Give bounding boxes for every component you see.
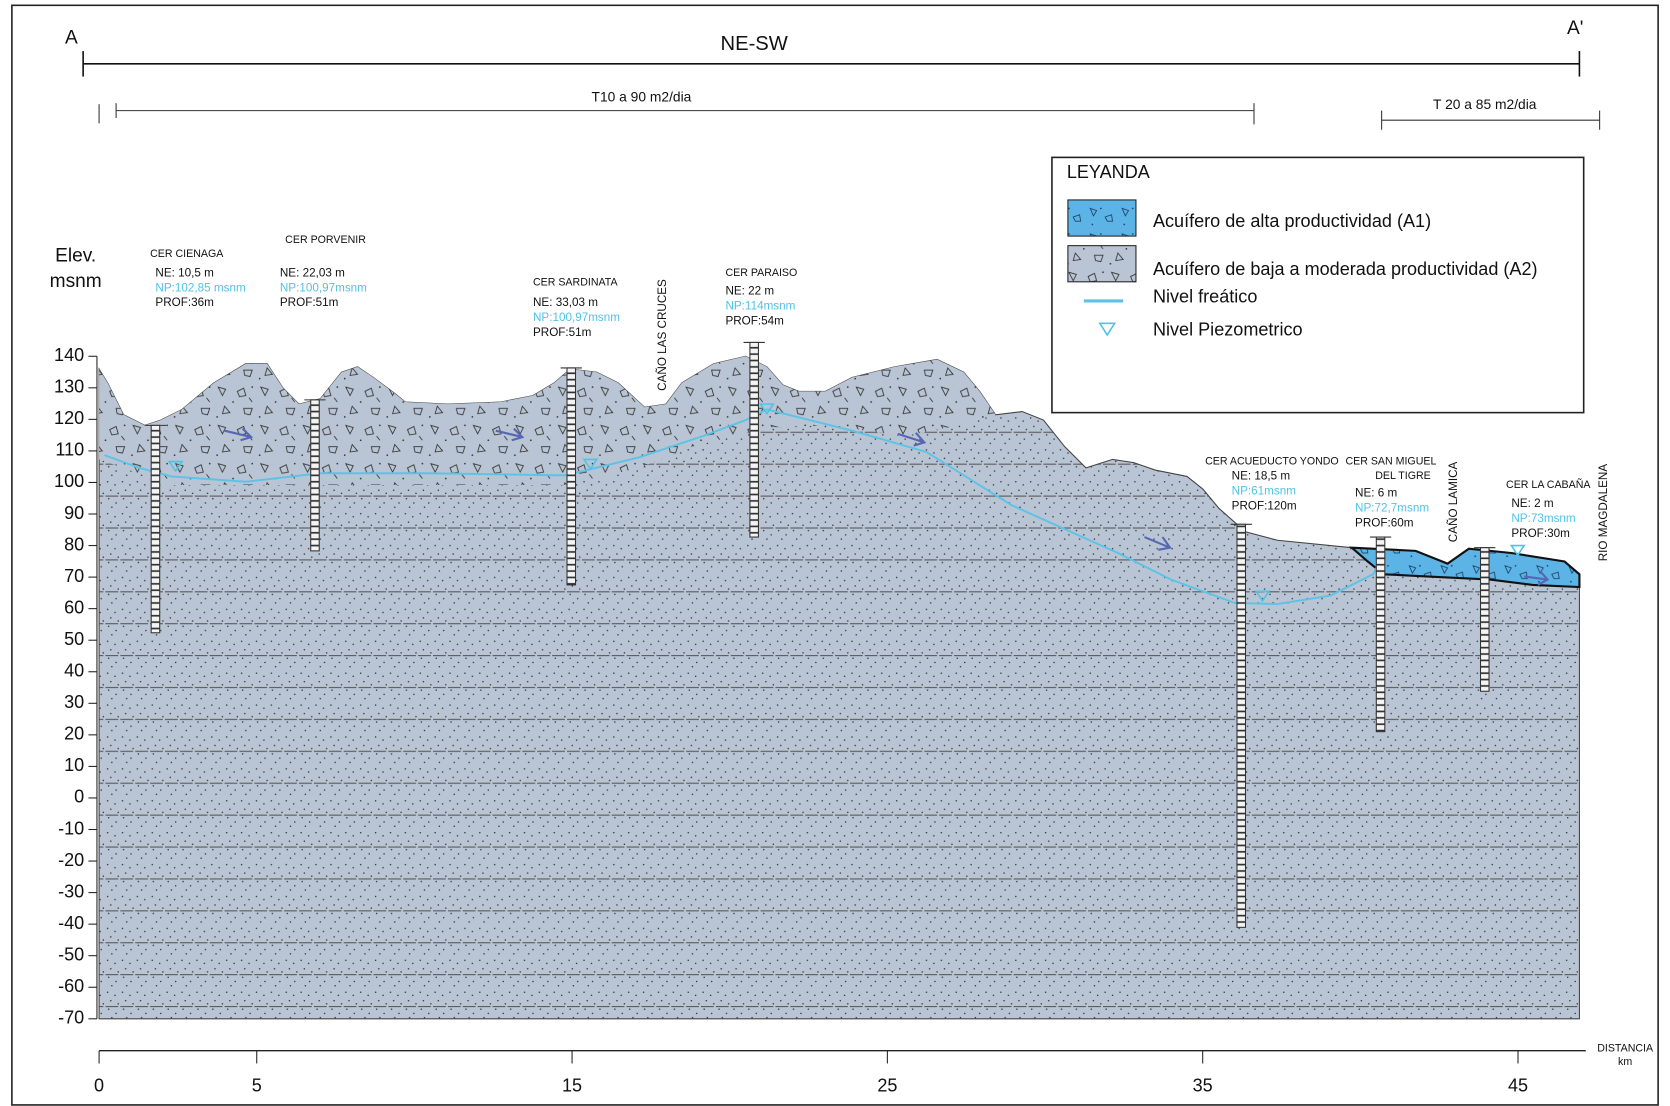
- y-tick-label: 70: [64, 566, 84, 586]
- y-tick-label: 110: [55, 440, 84, 460]
- well-np: NP:102,85 msnm: [155, 281, 245, 294]
- well-ne: NE: 18,5 m: [1232, 470, 1290, 483]
- well-name: CER LA CABAÑA: [1506, 478, 1591, 491]
- y-tick-label: -70: [58, 1008, 84, 1028]
- well-np: NP:73msnm: [1511, 512, 1575, 525]
- y-tick-label: -60: [58, 976, 84, 996]
- feature-label: RIO MAGDALENA: [1597, 464, 1610, 562]
- transmissivity-label: T10 a 90 m2/dia: [592, 88, 692, 104]
- cross-section: A A' NE-SW T10 a 90 m2/dia T 20 a 85 m2/…: [0, 0, 1670, 1106]
- legend-title: LEYANDA: [1067, 162, 1151, 182]
- y-axis-label: Elev.: [55, 245, 96, 266]
- y-tick-label: 40: [64, 661, 84, 681]
- x-axis-label: km: [1618, 1056, 1632, 1068]
- legend-label: Nivel freático: [1153, 287, 1257, 307]
- well-ne: NE: 10,5 m: [155, 266, 213, 279]
- y-tick-label: 20: [64, 724, 84, 744]
- well-ne: NE: 33,03 m: [533, 296, 598, 309]
- y-tick-label: 100: [54, 471, 84, 491]
- legend-label: Nivel Piezometrico: [1153, 320, 1303, 340]
- section-direction: NE-SW: [721, 33, 788, 55]
- well-ne: NE: 22,03 m: [280, 266, 345, 279]
- legend-box: [1052, 157, 1584, 412]
- well-depth: PROF:30m: [1511, 527, 1569, 540]
- legend-label: Acuífero de alta productividad (A1): [1153, 211, 1431, 231]
- y-tick-label: -10: [58, 818, 84, 838]
- transmissivity-label: T 20 a 85 m2/dia: [1433, 96, 1537, 112]
- well-ne: NE: 22 m: [725, 284, 774, 297]
- x-tick-label: 45: [1508, 1076, 1528, 1096]
- well-depth: PROF:36m: [155, 296, 213, 309]
- y-tick-label: 120: [54, 408, 84, 428]
- x-axis-label: DISTANCIA: [1597, 1042, 1654, 1054]
- legend-swatch: [1068, 200, 1136, 236]
- well-ne: NE: 2 m: [1511, 497, 1553, 510]
- y-axis-label: msnm: [50, 271, 102, 292]
- well-depth: PROF:120m: [1232, 499, 1297, 512]
- y-tick-label: 140: [54, 345, 84, 365]
- legend-swatch: [1068, 246, 1136, 282]
- y-tick-label: 90: [64, 503, 84, 523]
- well-depth: PROF:51m: [280, 296, 338, 309]
- well-np: NP:61msnm: [1232, 484, 1296, 497]
- y-tick-label: 50: [64, 629, 84, 649]
- feature-label: CAÑO LAMICA: [1447, 461, 1460, 542]
- section-start: A: [65, 27, 78, 48]
- well-name: CER PORVENIR: [285, 234, 366, 246]
- well-np: NP:114msnm: [725, 299, 795, 312]
- y-tick-label: 60: [64, 597, 84, 617]
- y-tick-label: 10: [64, 755, 84, 775]
- well-name: CER CIENAGA: [150, 248, 224, 260]
- legend-label: Acuífero de baja a moderada productivida…: [1153, 259, 1538, 279]
- transmissivity-bars: [99, 103, 1600, 130]
- x-tick-label: 25: [877, 1076, 897, 1096]
- y-tick-label: 0: [74, 787, 84, 807]
- x-tick-label: 0: [94, 1076, 104, 1096]
- well-np: NP:100,97msnm: [280, 281, 367, 294]
- x-tick-label: 5: [252, 1076, 262, 1096]
- y-tick-label: -20: [58, 850, 84, 870]
- well-name: CER ACUEDUCTO YONDO: [1205, 455, 1339, 467]
- section-end: A': [1567, 18, 1583, 39]
- y-tick-label: -50: [58, 944, 84, 964]
- well-ne: NE: 6 m: [1355, 487, 1397, 500]
- well-name: CER SARDINATA: [533, 277, 619, 289]
- y-tick-label: 80: [64, 534, 84, 554]
- well-np: NP:100,97msnm: [533, 311, 620, 324]
- x-tick-label: 35: [1193, 1076, 1213, 1096]
- well-name: DEL TIGRE: [1375, 470, 1431, 482]
- y-tick-label: -30: [58, 881, 84, 901]
- well-name: CER PARAISO: [725, 267, 797, 279]
- well-depth: PROF:54m: [725, 314, 783, 327]
- well-depth: PROF:60m: [1355, 516, 1413, 529]
- well-depth: PROF:51m: [533, 326, 591, 339]
- section-line: [83, 51, 1579, 77]
- x-tick-label: 15: [562, 1076, 582, 1096]
- feature-label: CAÑO LAS CRUCES: [656, 279, 669, 391]
- y-tick-label: 130: [54, 377, 84, 397]
- well-name: CER SAN MIGUEL: [1345, 455, 1436, 467]
- well-np: NP:72,7msnm: [1355, 501, 1429, 514]
- y-tick-label: -40: [58, 913, 84, 933]
- y-tick-label: 30: [64, 692, 84, 712]
